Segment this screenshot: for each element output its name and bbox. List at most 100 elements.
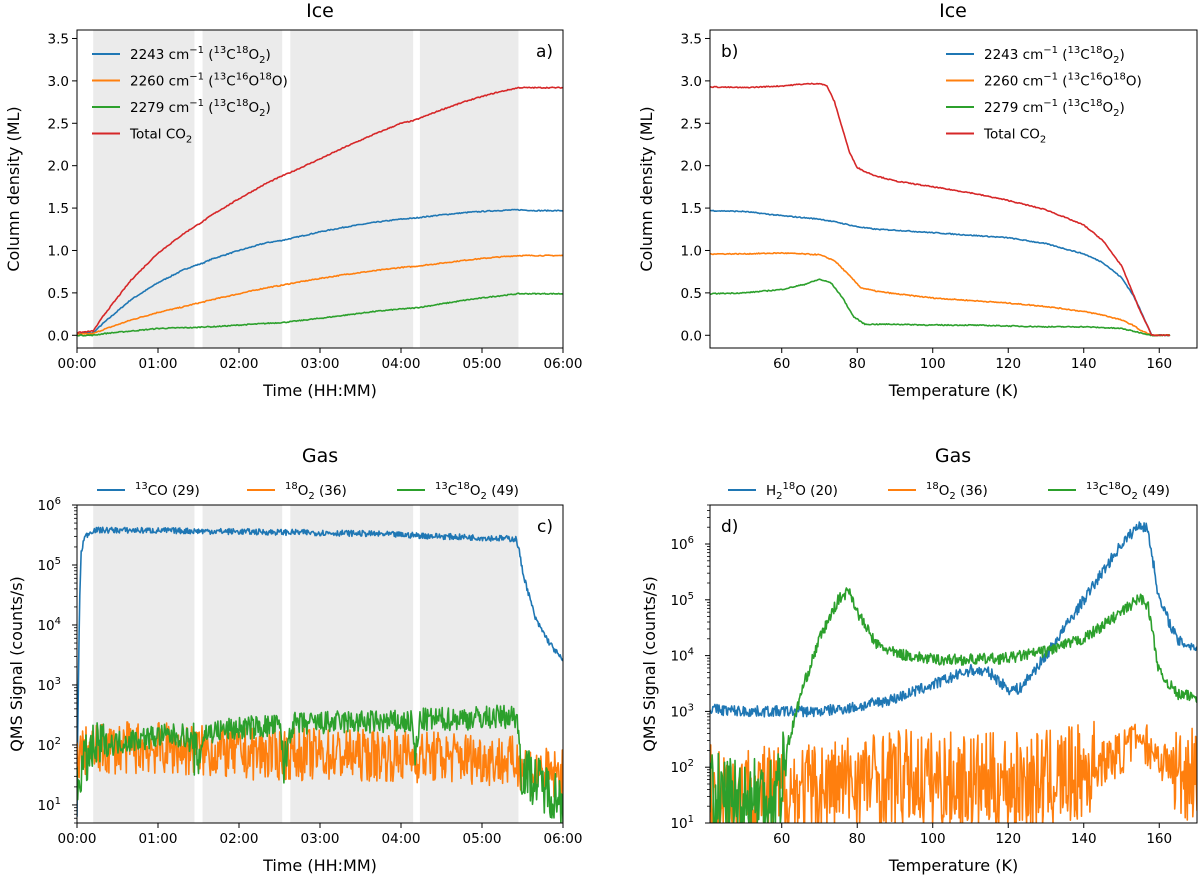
x-tick-label: 03:00: [301, 356, 340, 372]
series-line-d-3: [710, 587, 1197, 823]
y-tick-label: 101: [670, 814, 694, 832]
legend-label: 18O2 (36): [926, 481, 988, 502]
x-tick-label: 06:00: [544, 356, 583, 372]
shaded-interval-2: [202, 505, 283, 823]
x-tick-label: 01:00: [139, 356, 178, 372]
series-line-d-2: [710, 720, 1197, 823]
shaded-interval-1: [93, 505, 195, 823]
y-tick-label: 105: [37, 556, 61, 574]
legend-label: 13CO (29): [135, 481, 200, 499]
x-tick-label: 80: [849, 356, 866, 372]
panel-c: 00:00 01:00 02:00 03:00 04:00 05:00 06:00 101 10…: [7, 445, 582, 875]
y-tick-label: 106: [670, 535, 694, 553]
series-line-b-3: [710, 278, 1171, 337]
x-tick-label: 02:00: [220, 356, 259, 372]
shaded-interval-2: [202, 30, 283, 348]
series-line-c-2: [77, 721, 563, 801]
y-tick-label: 2.5: [681, 116, 702, 132]
y-tick-label: 2.0: [681, 159, 702, 175]
legend-label: Total CO2: [129, 127, 192, 146]
x-tick-label: 60: [773, 356, 790, 372]
legend-label: 2260 cm−1 (13C16O18O): [984, 72, 1142, 90]
panel-label: b): [721, 42, 738, 62]
y-tick-label: 3.0: [681, 74, 702, 90]
legend-label: 2279 cm−1 (13C18O2): [984, 98, 1125, 119]
x-tick-label: 04:00: [382, 356, 421, 372]
y-tick-label: 103: [37, 676, 61, 694]
x-tick-label: 00:00: [58, 356, 97, 372]
y-tick-label: 103: [670, 702, 694, 720]
y-axis-label: QMS Signal (counts/s): [640, 576, 659, 752]
x-tick-label: 140: [1071, 831, 1097, 847]
y-tick-label: 102: [37, 736, 61, 754]
x-tick-label: 05:00: [463, 356, 502, 372]
plot-frame-b: [709, 29, 1198, 349]
x-tick-label: 140: [1071, 356, 1097, 372]
series-line-b-4: [710, 82, 1171, 337]
shaded-interval-1: [93, 30, 195, 348]
series-line-a-1: [77, 208, 563, 335]
y-tick-label: 105: [670, 591, 694, 609]
legend-label: 13C18O2 (49): [435, 481, 519, 502]
x-tick-label: 04:00: [382, 831, 421, 847]
y-axis-label: Column density (ML): [4, 106, 23, 271]
x-tick-label: 160: [1146, 356, 1172, 372]
legend-d: H218O (20) 18O2 (36) 13C18O2 (49): [728, 481, 1170, 502]
y-tick-label: 1.5: [681, 201, 702, 217]
legend-label: H218O (20): [766, 481, 838, 502]
legend-b: 2243 cm−1 (13C18O2) 2260 cm−1 (13C16O18O)…: [946, 45, 1142, 146]
x-axis-label: Temperature (K): [888, 381, 1018, 400]
x-tick-label: 03:00: [301, 831, 340, 847]
panel-title: Gas: [935, 445, 971, 467]
panel-title: Ice: [306, 0, 334, 22]
panel-a: 00:00 01:00 02:00 03:00 04:00 05:00 06:00 0.0 0.…: [4, 0, 582, 400]
panel-label: d): [721, 517, 738, 537]
y-tick-label: 0.0: [681, 328, 702, 344]
x-tick-label: 05:00: [463, 831, 502, 847]
y-tick-label: 106: [37, 496, 61, 514]
legend-label: 2243 cm−1 (13C18O2): [130, 45, 271, 66]
series-line-d-1: [710, 521, 1197, 718]
x-tick-label: 02:00: [220, 831, 259, 847]
y-tick-label: 2.5: [48, 116, 69, 132]
series-line-a-3: [77, 292, 563, 337]
legend-c: 13CO (29) 18O2 (36) 13C18O2 (49): [97, 481, 519, 502]
x-tick-label: 160: [1146, 831, 1172, 847]
x-tick-label: 00:00: [58, 831, 97, 847]
panel-label: c): [537, 517, 553, 537]
x-tick-label: 06:00: [544, 831, 583, 847]
y-tick-label: 3.5: [48, 31, 69, 47]
x-axis-label: Temperature (K): [888, 856, 1018, 875]
series-line-b-2: [710, 251, 1171, 337]
y-axis-label: Column density (ML): [637, 106, 656, 271]
y-tick-label: 1.5: [48, 201, 69, 217]
legend-a: 2243 cm−1 (13C18O2) 2260 cm−1 (13C16O18O)…: [92, 45, 288, 146]
y-tick-label: 0.0: [48, 328, 69, 344]
panel-label: a): [536, 42, 553, 62]
x-tick-label: 60: [773, 831, 790, 847]
y-tick-label: 104: [670, 647, 694, 665]
legend-label: 2260 cm−1 (13C16O18O): [130, 72, 288, 90]
panel-title: Ice: [939, 0, 967, 22]
x-tick-label: 100: [920, 831, 946, 847]
x-axis-label: Time (HH:MM): [262, 381, 377, 400]
x-tick-label: 80: [849, 831, 866, 847]
x-tick-label: 120: [995, 356, 1021, 372]
series-line-a-2: [77, 254, 563, 336]
panel-b: 60 80 100 120 140 160 0.0 0.5 1.0 1.5 2.0 2.5 3.0 3.5…: [637, 0, 1198, 400]
series-line-c-3: [77, 704, 563, 823]
y-tick-label: 101: [37, 796, 61, 814]
panel-d: 60 80 100 120 140 160 101 102 103 104 105 106 Gas Tem…: [640, 445, 1198, 875]
y-tick-label: 1.0: [681, 243, 702, 259]
y-tick-label: 3.5: [681, 31, 702, 47]
x-tick-label: 01:00: [139, 831, 178, 847]
shaded-interval-3: [290, 505, 414, 823]
y-tick-label: 1.0: [48, 243, 69, 259]
series-line-b-1: [710, 209, 1171, 337]
shaded-interval-3: [290, 30, 414, 348]
y-tick-label: 0.5: [48, 286, 69, 302]
x-tick-label: 100: [920, 356, 946, 372]
y-tick-label: 2.0: [48, 159, 69, 175]
legend-label: 18O2 (36): [285, 481, 347, 502]
y-tick-label: 104: [37, 616, 61, 634]
